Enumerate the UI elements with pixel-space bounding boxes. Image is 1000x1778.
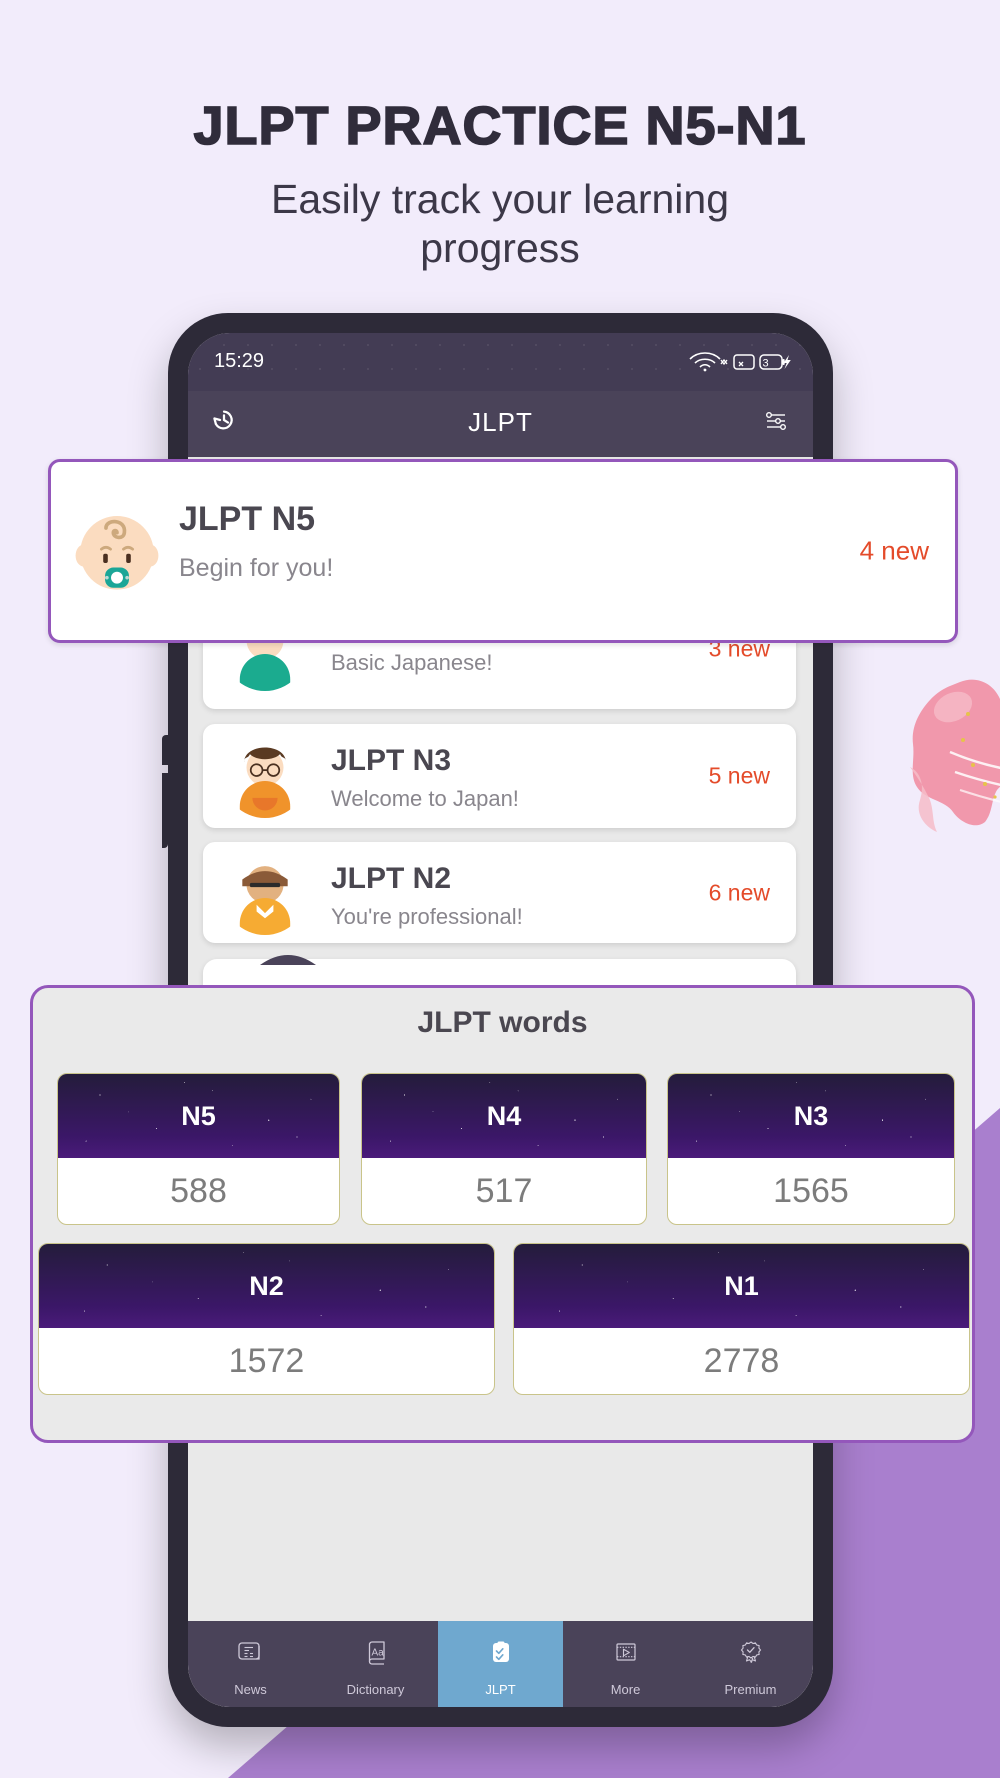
svg-text:Aa: Aa bbox=[371, 1648, 384, 1659]
svg-text:3: 3 bbox=[762, 358, 768, 370]
